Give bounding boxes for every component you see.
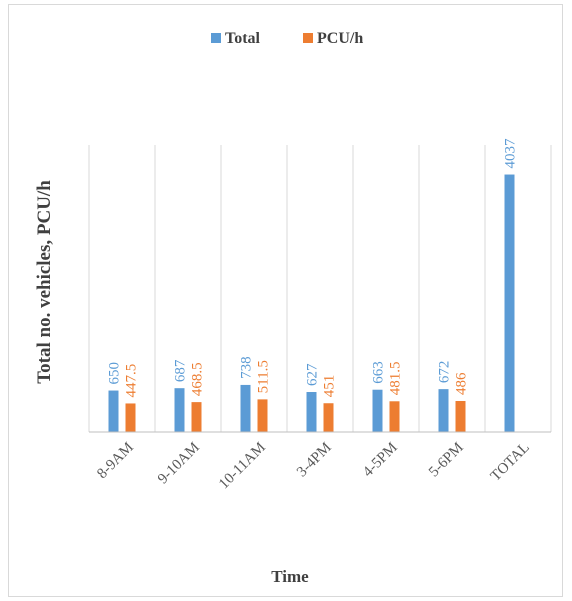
bar-pcu: [257, 399, 268, 432]
data-label-pcu: 451: [322, 375, 338, 398]
legend: Total PCU/h: [211, 30, 363, 47]
bar-pcu: [125, 403, 136, 432]
data-labels: 650 447.5 687 468.5 738 511.5 627 451 663 481.5 67…: [107, 138, 519, 397]
data-label-pcu: 447.5: [124, 364, 140, 398]
x-tick-label: 3-4PM: [294, 440, 335, 481]
chart-frame: [8, 4, 563, 597]
legend-label-total: Total: [225, 30, 261, 47]
bar-total: [108, 390, 119, 432]
data-label-total: 650: [107, 362, 123, 385]
data-label-total: 4037: [503, 138, 519, 169]
legend-swatch-pcu: [303, 33, 313, 43]
bar-total: [372, 389, 383, 432]
bar-total: [174, 388, 185, 432]
bar-pcu: [323, 403, 334, 432]
x-tick-label: TOTAL: [488, 440, 533, 485]
bar-pcu: [455, 401, 466, 432]
gridlines: [88, 145, 552, 432]
y-axis-title: Total no. vehicles, PCU/h: [34, 180, 55, 384]
x-tick-labels: 8-9AM 9-10AM 10-11AM 3-4PM 4-5PM 5-6PM TOTAL: [94, 440, 533, 493]
bar-total: [504, 174, 515, 432]
bar-total: [306, 392, 317, 432]
bar-total: [438, 389, 449, 432]
x-axis-title: Time: [271, 567, 309, 586]
data-label-total: 663: [371, 361, 387, 384]
bar-total: [240, 384, 251, 432]
data-label-total: 687: [173, 359, 189, 382]
x-tick-label: 4-5PM: [360, 440, 401, 481]
data-label-pcu: 468.5: [190, 362, 206, 396]
data-label-total: 627: [305, 363, 321, 386]
legend-swatch-total: [211, 33, 221, 43]
data-label-pcu: 511.5: [256, 360, 272, 393]
data-label-total: 738: [239, 356, 255, 379]
x-tick-label: 5-6PM: [426, 440, 467, 481]
data-label-pcu: 481.5: [388, 362, 404, 396]
data-label-pcu: 486: [454, 372, 470, 395]
data-label-total: 672: [437, 361, 453, 384]
legend-label-pcu: PCU/h: [317, 30, 363, 47]
bar-pcu: [191, 402, 202, 432]
x-tick-label: 8-9AM: [94, 440, 137, 483]
x-tick-label: 10-11AM: [216, 440, 269, 493]
x-tick-label: 9-10AM: [155, 440, 203, 488]
bars: [108, 174, 515, 432]
bar-pcu: [389, 401, 400, 432]
